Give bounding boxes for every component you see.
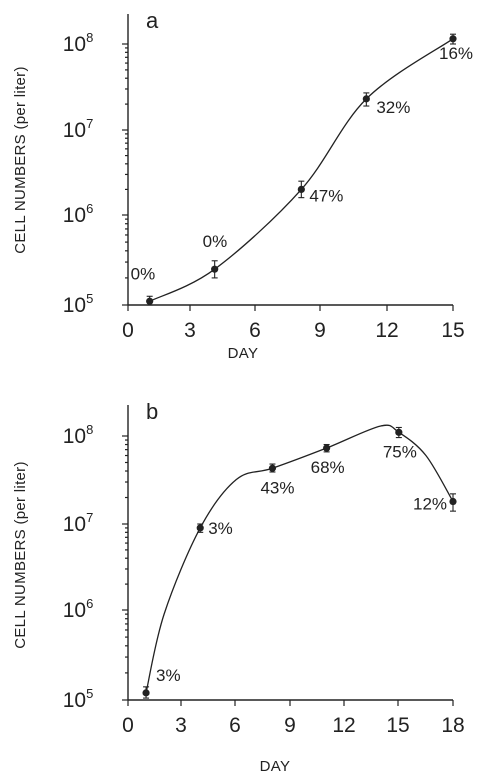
panel-label-b: b	[146, 399, 158, 424]
x-tick-label-b: 15	[386, 714, 409, 737]
y-tick-label-b: 107	[63, 510, 94, 536]
data-label-b: 68%	[311, 458, 345, 477]
y-axis-title-a: CELL NUMBERS (per liter)	[12, 66, 29, 254]
data-point-a	[297, 185, 305, 194]
x-tick-label-a: 12	[375, 319, 398, 342]
panel-label-a: a	[146, 8, 159, 33]
x-tick-label-a: 15	[441, 319, 464, 342]
data-point-a	[449, 35, 457, 43]
y-tick-label-a: 106	[63, 201, 94, 227]
x-tick-label-a: 9	[314, 319, 326, 342]
y-tick-label-a: 108	[63, 30, 94, 56]
x-tick-label-b: 9	[284, 714, 296, 737]
data-label-a: 0%	[131, 264, 156, 283]
data-label-a: 16%	[439, 44, 473, 63]
x-tick-label-b: 18	[441, 714, 464, 737]
y-tick-label-b: 106	[63, 596, 94, 622]
series-curve-a	[149, 38, 454, 302]
data-label-b: 12%	[413, 495, 447, 514]
data-point-b	[268, 464, 277, 472]
x-axis-title-b: DAY	[260, 758, 291, 775]
chart-panel-b: b DAY CELL NUMBERS (per liter) 0 3 6 9 12 15 1…	[12, 399, 465, 775]
x-tick-label-a: 6	[249, 319, 261, 342]
data-point-b	[323, 444, 331, 452]
data-label-b: 43%	[260, 478, 294, 497]
data-point-a	[362, 95, 370, 103]
data-point-b	[395, 428, 403, 436]
data-label-a: 32%	[376, 98, 410, 117]
data-label-b: 3%	[156, 666, 181, 685]
y-axis-title-b: CELL NUMBERS (per liter)	[12, 461, 29, 649]
data-label-b: 3%	[208, 519, 233, 538]
x-axis-title-a: DAY	[228, 345, 259, 362]
y-tick-label-b: 105	[63, 686, 94, 712]
data-label-b: 75%	[383, 442, 417, 461]
chart-panel-a: a DAY CELL NUMBERS (per liter) 0 3 6 9 12 15 1…	[12, 8, 473, 362]
data-point-b	[449, 497, 457, 506]
data-point-a	[211, 265, 219, 273]
data-label-a: 0%	[203, 232, 228, 251]
series-curve-b	[145, 424, 454, 694]
y-tick-label-a: 105	[63, 291, 94, 317]
data-point-a	[146, 297, 154, 305]
x-tick-label-b: 12	[332, 714, 355, 737]
y-tick-label-b: 108	[63, 422, 94, 448]
data-point-b	[196, 524, 204, 532]
x-tick-label-b: 0	[122, 714, 134, 737]
x-tick-label-a: 0	[122, 319, 134, 342]
x-tick-label-b: 6	[229, 714, 241, 737]
y-tick-label-a: 107	[63, 116, 94, 142]
x-tick-label-b: 3	[175, 714, 187, 737]
data-point-b	[142, 689, 150, 697]
x-tick-label-a: 3	[184, 319, 196, 342]
data-label-a: 47%	[309, 186, 343, 205]
